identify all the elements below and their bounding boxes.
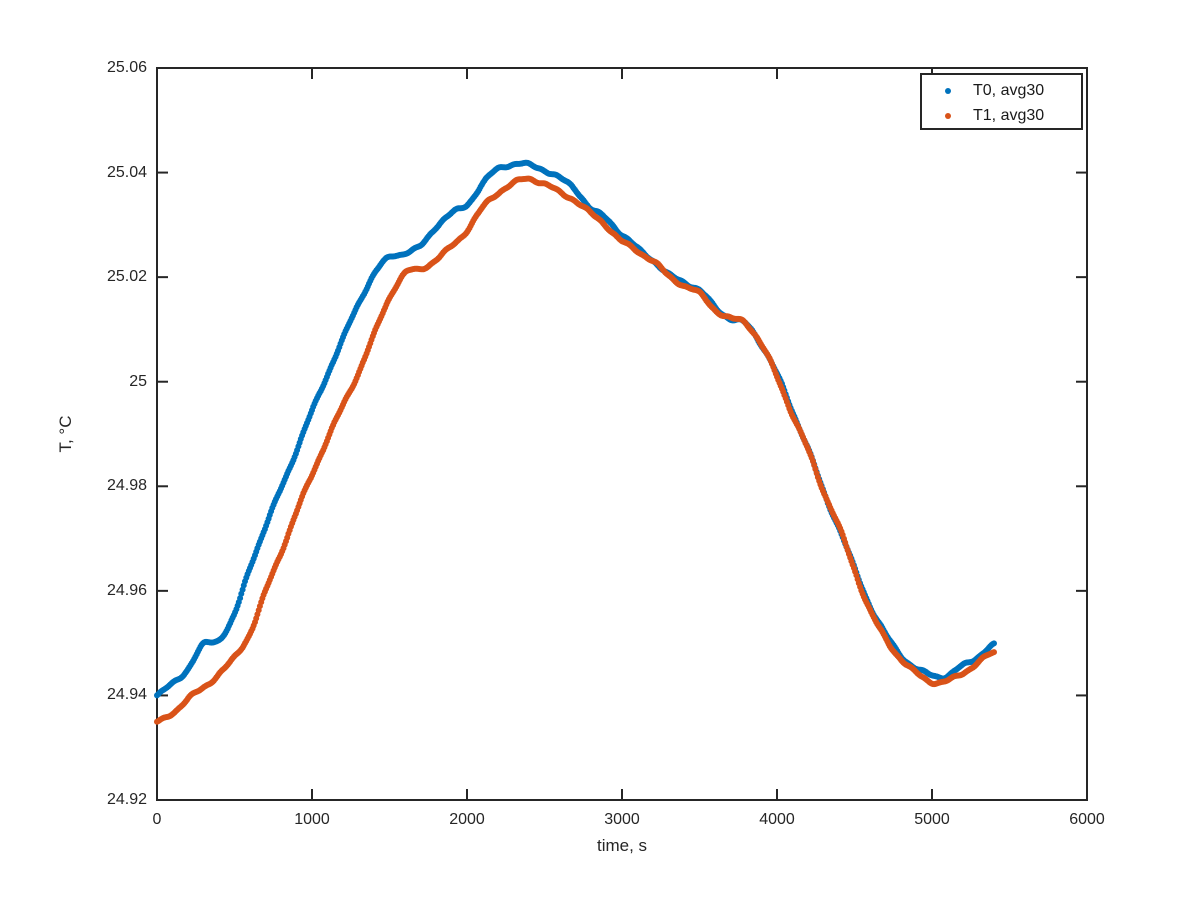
- y-tick-label: 24.94: [106, 686, 147, 704]
- plot-box: [156, 67, 1088, 801]
- x-tick-label: 4000: [759, 811, 795, 828]
- y-tick-label: 25: [129, 372, 147, 390]
- series-t0-avg30: [154, 159, 997, 699]
- legend-label-t0: T0, avg30: [973, 81, 1045, 99]
- x-tick-label: 5000: [914, 811, 950, 828]
- y-tick-label: 24.92: [106, 791, 147, 808]
- legend-label-t1: T1, avg30: [973, 106, 1045, 124]
- x-tick-label: 1000: [294, 811, 330, 828]
- x-tick-label: 6000: [1069, 811, 1105, 828]
- x-axis-label: time, s: [596, 836, 648, 855]
- legend-entry-t0: T0, avg30: [922, 78, 1081, 103]
- y-tick-label: 24.96: [106, 581, 147, 599]
- data-point: [991, 649, 997, 656]
- y-axis-label: T, °C: [56, 415, 75, 453]
- legend-box: T0, avg30 T1, avg30: [920, 73, 1083, 130]
- legend-entry-t1: T1, avg30: [922, 103, 1081, 128]
- data-point: [991, 640, 997, 647]
- x-tick-label: 3000: [604, 811, 640, 828]
- x-tick-label: 0: [152, 811, 162, 828]
- series-t1-avg30: [154, 175, 997, 725]
- y-tick-label: 25.06: [106, 59, 147, 76]
- t1-series-marker-icon: [945, 112, 951, 119]
- y-tick-label: 25.02: [106, 268, 147, 286]
- y-tick-label: 25.04: [106, 163, 147, 181]
- t0-series-marker-icon: [945, 87, 951, 94]
- x-tick-label: 2000: [449, 811, 485, 828]
- y-tick-label: 24.98: [106, 477, 147, 495]
